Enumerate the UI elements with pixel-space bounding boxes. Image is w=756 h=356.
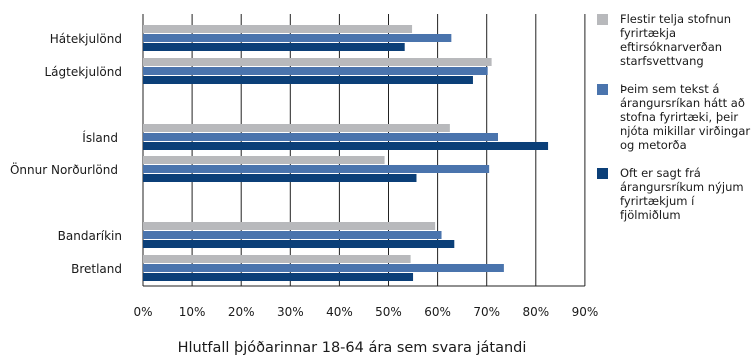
- x-tick-label: 40%: [326, 305, 353, 319]
- x-tick-label: 50%: [375, 305, 402, 319]
- bar: [143, 222, 436, 230]
- legend-swatch: [597, 14, 608, 25]
- legend-item: Þeim sem tekst á árangursríkan hátt að s…: [596, 82, 756, 152]
- category-label: Lágtekjulönd: [44, 65, 122, 79]
- legend-swatch: [597, 84, 608, 95]
- legend: Flestir telja stofnun fyrirtækja eftirsó…: [596, 12, 756, 236]
- x-tick-label: 60%: [424, 305, 451, 319]
- category-label: Bretland: [71, 262, 122, 276]
- bar: [143, 67, 488, 75]
- legend-label: Oft er sagt frá árangursríkum nýjum fyri…: [620, 166, 744, 222]
- x-tick-label: 10%: [179, 305, 206, 319]
- x-tick-label: 30%: [277, 305, 304, 319]
- bar: [143, 25, 413, 33]
- x-tick-labels: 0% 10% 20% 30% 40% 50% 60% 70% 80% 90%: [133, 305, 598, 319]
- x-tick-label: 70%: [473, 305, 500, 319]
- bar: [143, 142, 549, 150]
- category-labels: Hátekjulönd Lágtekjulönd Ísland Önnur Norðu…: [10, 32, 122, 276]
- bar: [143, 156, 385, 164]
- bar: [143, 124, 450, 132]
- bar: [143, 231, 442, 239]
- bar: [143, 273, 414, 281]
- x-tick-label: 80%: [522, 305, 549, 319]
- category-label: Bandaríkin: [58, 229, 122, 243]
- legend-item: Flestir telja stofnun fyrirtækja eftirsó…: [596, 12, 756, 68]
- category-label: Önnur Norðurlönd: [10, 161, 118, 177]
- bar: [143, 255, 411, 263]
- x-axis-label: Hlutfall þjóðarinnar 18-64 ára sem svara…: [178, 340, 527, 356]
- bar: [143, 43, 405, 51]
- bar: [143, 133, 498, 141]
- legend-swatch: [597, 168, 608, 179]
- bar: [143, 76, 473, 84]
- bar: [143, 34, 452, 42]
- x-tick-label: 90%: [572, 305, 599, 319]
- bar: [143, 174, 417, 182]
- x-tick-label: 0%: [133, 305, 152, 319]
- legend-item: Oft er sagt frá árangursríkum nýjum fyri…: [596, 166, 756, 222]
- bars: [143, 25, 549, 281]
- bar: [143, 165, 490, 173]
- bar: [143, 58, 492, 66]
- legend-label: Flestir telja stofnun fyrirtækja eftirsó…: [620, 12, 732, 68]
- bar: [143, 264, 504, 272]
- bar: [143, 240, 455, 248]
- category-label: Hátekjulönd: [50, 32, 122, 46]
- x-tick-label: 20%: [228, 305, 255, 319]
- category-label: Ísland: [82, 130, 118, 145]
- legend-label: Þeim sem tekst á árangursríkan hátt að s…: [620, 82, 751, 152]
